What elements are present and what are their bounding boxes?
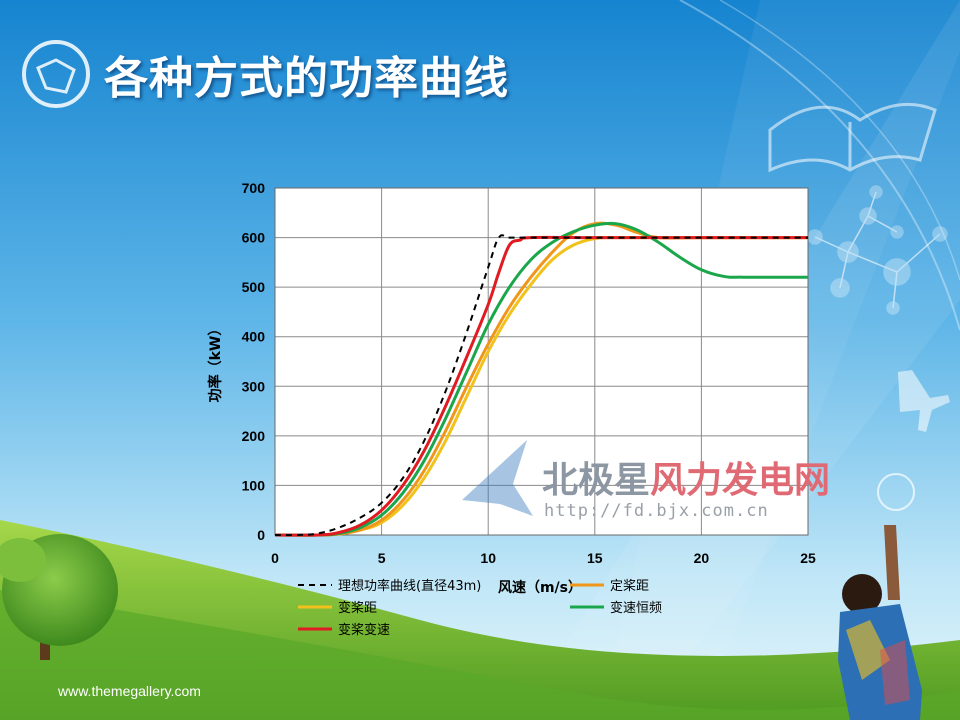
- y-tick-label: 0: [257, 527, 265, 543]
- y-tick-label: 100: [242, 477, 266, 493]
- footer-url: www.themegallery.com: [58, 683, 201, 699]
- watermark-logo-icon: [462, 440, 533, 516]
- legend-label: 变桨变速: [338, 622, 390, 638]
- axis-ticks: 0 100 200 300 400 500 600 700 0 5 10 15 20 25: [242, 180, 816, 566]
- legend-label: 理想功率曲线(直径43m): [338, 578, 481, 594]
- legend-label: 变速恒频: [610, 600, 662, 616]
- legend-label: 定桨距: [610, 578, 649, 594]
- tree-illustration: [0, 534, 118, 660]
- watermark: 北极星 风力发电网 http://fd.bjx.com.cn: [462, 440, 830, 521]
- x-tick-label: 5: [378, 550, 386, 566]
- plot-area: [275, 188, 808, 535]
- series-line: [274, 221, 808, 537]
- y-tick-label: 500: [242, 279, 266, 295]
- y-tick-label: 300: [242, 378, 266, 394]
- ball-icon: [877, 473, 915, 511]
- y-tick-label: 400: [242, 329, 266, 345]
- x-tick-label: 20: [694, 550, 710, 566]
- boy-illustration: [838, 525, 922, 720]
- legend-label: 变桨距: [338, 600, 377, 616]
- x-tick-label: 0: [271, 550, 279, 566]
- watermark-name-2: 风力发电网: [650, 460, 830, 501]
- x-tick-label: 15: [587, 550, 603, 566]
- plot-border: [274, 187, 809, 536]
- series-layer: [274, 221, 809, 537]
- book-icon: [768, 102, 937, 173]
- watermark-name-1: 北极星: [542, 460, 650, 501]
- grid-lines: [274, 187, 809, 536]
- molecule-icon: [807, 185, 948, 315]
- slide-title: 各种方式的功率曲线: [104, 53, 509, 104]
- series-line: [274, 234, 808, 537]
- y-tick-label: 700: [242, 180, 266, 196]
- y-tick-label: 600: [242, 230, 266, 246]
- x-tick-label: 10: [480, 550, 496, 566]
- logo-icon: [22, 40, 90, 108]
- series-line: [274, 221, 809, 537]
- airplane-icon: [898, 370, 950, 432]
- y-tick-label: 200: [242, 428, 266, 444]
- x-axis-label: 风速（m/s）: [498, 579, 582, 596]
- x-tick-label: 25: [800, 550, 816, 566]
- y-axis-label: 功率（kW）: [207, 322, 224, 403]
- watermark-url: http://fd.bjx.com.cn: [544, 501, 769, 521]
